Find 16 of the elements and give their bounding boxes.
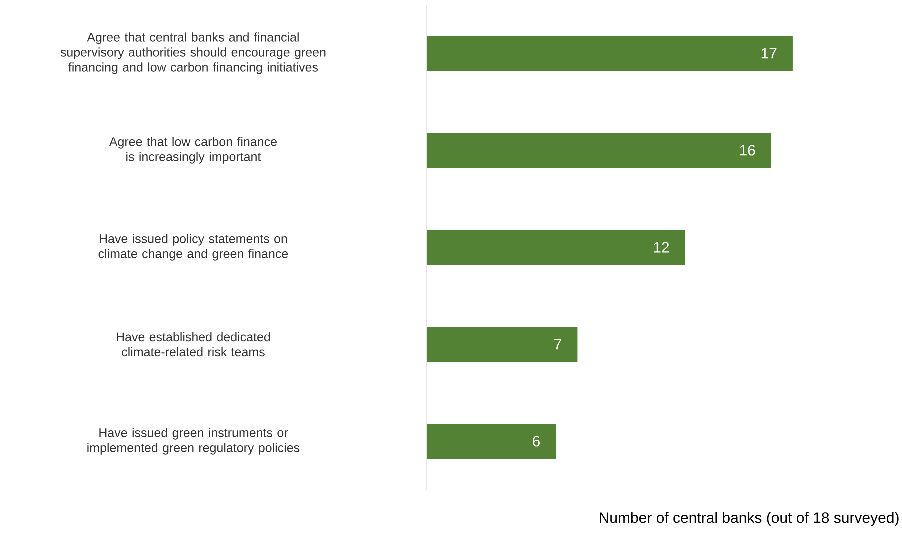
bar [427, 230, 686, 265]
y-tick-label: Have issued green instruments or implemented green regulatory policies [88, 428, 300, 455]
data-label: 17 [762, 48, 777, 59]
bar [427, 132, 772, 168]
y-tick-label: Have established dedicated climate-related risk teams [117, 332, 270, 357]
data-label: 6 [533, 436, 540, 447]
data-label: 16 [740, 145, 756, 156]
bar [427, 36, 793, 71]
y-tick-label: Have issued policy statements on climate change and green finance [98, 234, 288, 261]
x-axis-title: Number of central banks (out of 18 surveyed) [600, 512, 899, 526]
data-label: 7 [554, 339, 562, 350]
data-label: 12 [654, 242, 670, 253]
y-tick-label: Agree that central banks and financial supervisory authorities should encourage green financing and low carbon financing initiatives [60, 32, 326, 74]
y-tick-label: Agree that low carbon finance is increasingly important [109, 137, 277, 164]
bar [427, 326, 578, 362]
bar [427, 424, 556, 459]
